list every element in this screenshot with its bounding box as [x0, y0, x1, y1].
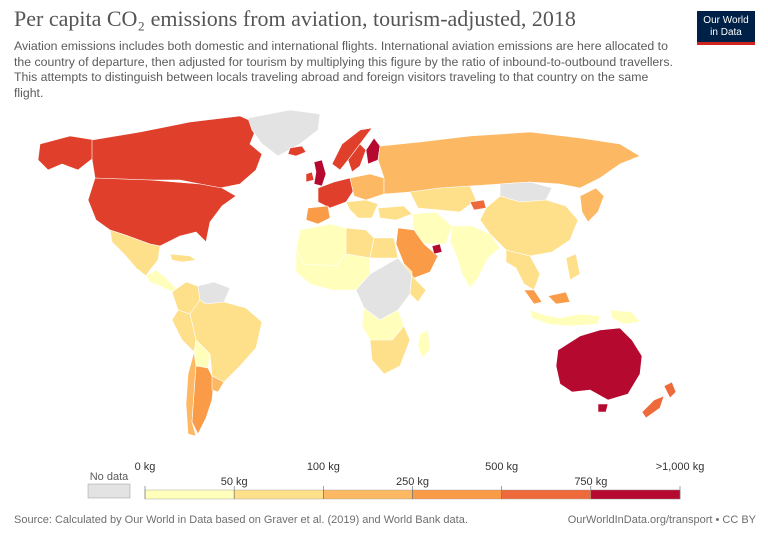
map-region-central-europe[interactable]: [349, 173, 385, 201]
owid-logo[interactable]: Our World in Data: [697, 11, 755, 45]
map-legend: No data 0 kg 50 kg 100 kg 250 kg 500 kg 750 k…: [87, 461, 705, 500]
map-region-central-america[interactable]: [145, 269, 177, 293]
map-region-sweden[interactable]: [347, 143, 367, 173]
credit-link[interactable]: OurWorldInData.org/transport • CC BY: [567, 514, 756, 526]
map-region-alaska[interactable]: [37, 135, 96, 171]
legend-label-top: 100 kg: [307, 461, 340, 473]
map-region-turkey[interactable]: [377, 205, 413, 221]
map-region-iberia[interactable]: [305, 205, 331, 225]
legend-bin-swatch: [323, 489, 413, 500]
legend-no-data-swatch: [87, 483, 131, 499]
map-region-venezuela[interactable]: [197, 281, 231, 305]
chart-title: Per capita CO₂ emissions from aviation, …: [14, 6, 576, 31]
legend-no-data-label: No data: [90, 471, 129, 483]
footer: Source: Calculated by Our World in Data …: [0, 514, 768, 530]
source-note: Source: Calculated by Our World in Data …: [14, 514, 468, 526]
map-region-india[interactable]: [449, 225, 501, 289]
map-region-iceland[interactable]: [287, 145, 307, 157]
legend-label-top: >1,000 kg: [656, 461, 705, 473]
map-region-southern-africa[interactable]: [369, 325, 411, 375]
map-region-kyrgyzstan[interactable]: [469, 199, 487, 211]
map-region-libya[interactable]: [345, 227, 375, 259]
legend-bin-swatch: [501, 489, 592, 500]
map-region-united-states[interactable]: [87, 177, 237, 247]
map-region-egypt[interactable]: [369, 237, 399, 259]
map-region-uruguay[interactable]: [211, 375, 225, 393]
map-region-canada[interactable]: [91, 115, 263, 189]
logo-line-2: in Data: [710, 27, 742, 38]
map-region-korea-japan[interactable]: [579, 187, 605, 223]
map-region-caribbean[interactable]: [169, 253, 197, 263]
map-region-kazakhstan[interactable]: [409, 185, 477, 213]
legend-bin-swatch-top: [590, 489, 681, 500]
logo-line-1: Our World: [703, 15, 749, 26]
legend-label-top: 500 kg: [485, 461, 518, 473]
legend-label-top: 0 kg: [135, 461, 156, 473]
map-region-indonesia[interactable]: [529, 309, 601, 327]
map-region-russia[interactable]: [377, 131, 641, 195]
chart-subtitle: Aviation emissions includes both domesti…: [14, 39, 673, 100]
legend-bin-swatch: [412, 489, 502, 500]
map-region-papua-new-guinea[interactable]: [609, 309, 641, 325]
map-region-balkans[interactable]: [345, 199, 379, 219]
map-region-madagascar[interactable]: [417, 329, 431, 359]
map-region-uae[interactable]: [431, 243, 443, 255]
map-region-greenland[interactable]: [247, 109, 321, 157]
map-region-mexico[interactable]: [109, 229, 161, 277]
map-region-new-zealand[interactable]: [641, 381, 677, 419]
map-region-norway[interactable]: [331, 127, 373, 171]
map-region-argentina[interactable]: [191, 365, 215, 435]
legend-bin-swatch: [144, 489, 235, 500]
legend-label-bottom: 50 kg: [221, 476, 248, 488]
legend-label-bottom: 750 kg: [574, 476, 607, 488]
legend-label-bottom: 250 kg: [396, 476, 429, 488]
map-region-philippines[interactable]: [565, 253, 581, 281]
map-region-east-africa[interactable]: [397, 257, 427, 303]
legend-bin-swatch: [233, 489, 324, 500]
map-region-malaysia[interactable]: [523, 289, 571, 305]
map-region-north-africa[interactable]: [295, 223, 347, 267]
world-map[interactable]: [0, 104, 768, 454]
map-region-united-kingdom[interactable]: [313, 159, 327, 187]
map-region-ireland[interactable]: [305, 171, 315, 183]
map-region-australia[interactable]: [555, 327, 643, 413]
map-region-arabian-peninsula[interactable]: [395, 227, 439, 279]
map-region-western-europe[interactable]: [317, 177, 355, 209]
map-region-southeast-asia[interactable]: [505, 249, 541, 291]
